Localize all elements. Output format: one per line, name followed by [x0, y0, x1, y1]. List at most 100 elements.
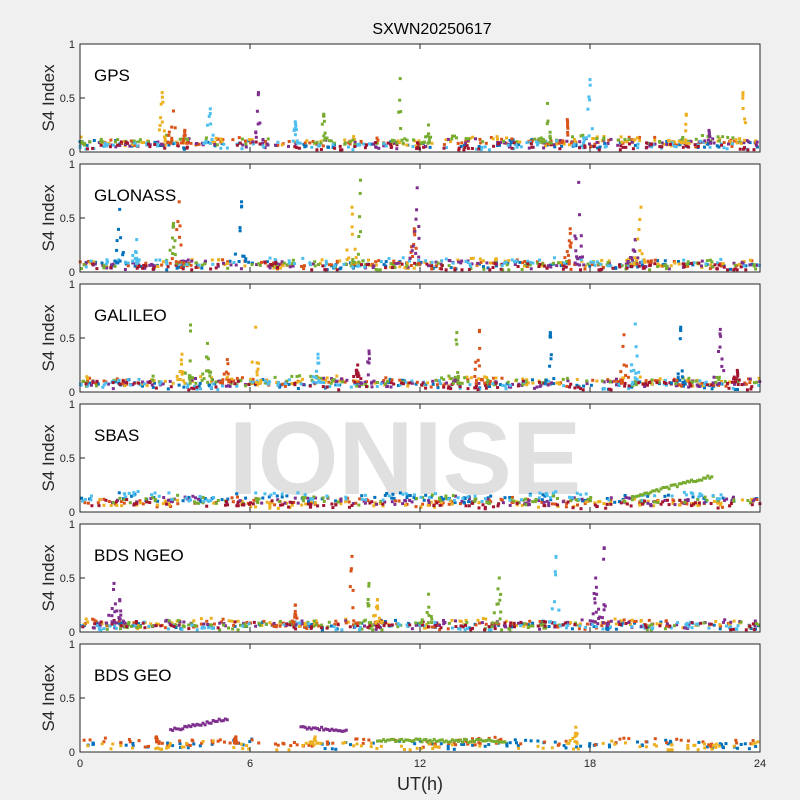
- data-point: [743, 117, 747, 121]
- data-point: [298, 380, 302, 384]
- data-point: [213, 143, 217, 146]
- data-point: [715, 382, 719, 386]
- data-point: [166, 387, 170, 391]
- data-point: [353, 138, 356, 141]
- data-point: [636, 265, 640, 269]
- data-point: [265, 260, 269, 264]
- data-point: [119, 609, 123, 613]
- data-point: [269, 263, 273, 266]
- data-point: [404, 492, 408, 496]
- data-point: [347, 500, 351, 504]
- data-point: [339, 499, 343, 503]
- data-point: [479, 738, 483, 742]
- data-point: [430, 740, 434, 744]
- data-point: [556, 261, 560, 265]
- data-point: [200, 378, 204, 382]
- data-point: [575, 255, 579, 259]
- data-point: [379, 500, 383, 503]
- data-point: [722, 141, 726, 145]
- data-point: [597, 607, 601, 611]
- data-point: [319, 376, 323, 380]
- data-point: [703, 139, 707, 143]
- data-point: [444, 494, 448, 498]
- data-point: [641, 259, 645, 263]
- data-point: [527, 625, 531, 629]
- data-point: [314, 376, 318, 380]
- data-point: [445, 497, 449, 500]
- data-point: [580, 144, 584, 148]
- data-point: [548, 130, 552, 134]
- data-point: [569, 241, 573, 245]
- data-point: [590, 127, 594, 131]
- data-point: [733, 267, 737, 271]
- data-point: [473, 375, 477, 378]
- y-tick-label: 0: [69, 747, 75, 759]
- data-point: [487, 625, 491, 629]
- data-point: [289, 744, 293, 748]
- data-point: [468, 263, 472, 267]
- data-point: [158, 747, 162, 751]
- data-point: [287, 144, 290, 148]
- data-point: [477, 506, 481, 510]
- data-point: [214, 380, 218, 384]
- data-point: [97, 504, 101, 508]
- data-point: [198, 381, 202, 385]
- data-point: [701, 384, 705, 388]
- data-point: [355, 372, 358, 376]
- data-point: [310, 744, 314, 748]
- data-point: [357, 260, 361, 264]
- data-point: [135, 256, 138, 260]
- data-point: [748, 263, 752, 267]
- data-point: [254, 135, 258, 139]
- data-point: [446, 744, 450, 748]
- data-point: [98, 498, 102, 502]
- data-point: [564, 265, 568, 269]
- data-point: [473, 740, 477, 744]
- data-point: [434, 499, 438, 503]
- panel-label: GALILEO: [94, 306, 167, 325]
- data-point: [620, 379, 624, 382]
- data-point: [404, 738, 408, 742]
- data-point: [132, 493, 136, 497]
- data-point: [182, 134, 186, 138]
- data-point: [427, 132, 431, 136]
- data-point: [101, 385, 105, 389]
- data-point: [196, 497, 200, 501]
- data-point: [588, 78, 592, 82]
- data-point: [589, 144, 593, 148]
- data-point: [622, 376, 626, 380]
- data-point: [695, 261, 699, 265]
- data-point: [184, 496, 188, 500]
- data-point: [738, 147, 742, 151]
- data-point: [113, 624, 116, 628]
- data-point: [533, 386, 536, 390]
- data-point: [267, 264, 271, 268]
- data-point: [690, 380, 694, 384]
- data-point: [586, 262, 590, 266]
- data-point: [375, 385, 379, 388]
- data-point: [451, 134, 454, 138]
- data-point: [170, 497, 174, 501]
- data-point: [500, 137, 504, 141]
- data-point: [568, 739, 572, 742]
- data-point: [178, 260, 182, 264]
- data-point: [187, 623, 191, 627]
- data-point: [426, 621, 430, 625]
- data-point: [666, 493, 670, 497]
- data-point: [647, 381, 651, 384]
- data-point: [110, 614, 114, 618]
- data-point: [160, 263, 164, 267]
- data-point: [597, 148, 601, 152]
- data-point: [503, 740, 507, 744]
- data-point: [198, 744, 202, 748]
- data-point: [726, 135, 730, 139]
- data-point: [197, 501, 200, 505]
- data-point: [324, 262, 328, 266]
- data-point: [736, 624, 740, 628]
- data-point: [696, 498, 700, 501]
- data-point: [259, 381, 262, 385]
- data-point: [629, 369, 633, 373]
- data-point: [229, 380, 233, 384]
- data-point: [525, 378, 529, 382]
- data-point: [138, 499, 142, 503]
